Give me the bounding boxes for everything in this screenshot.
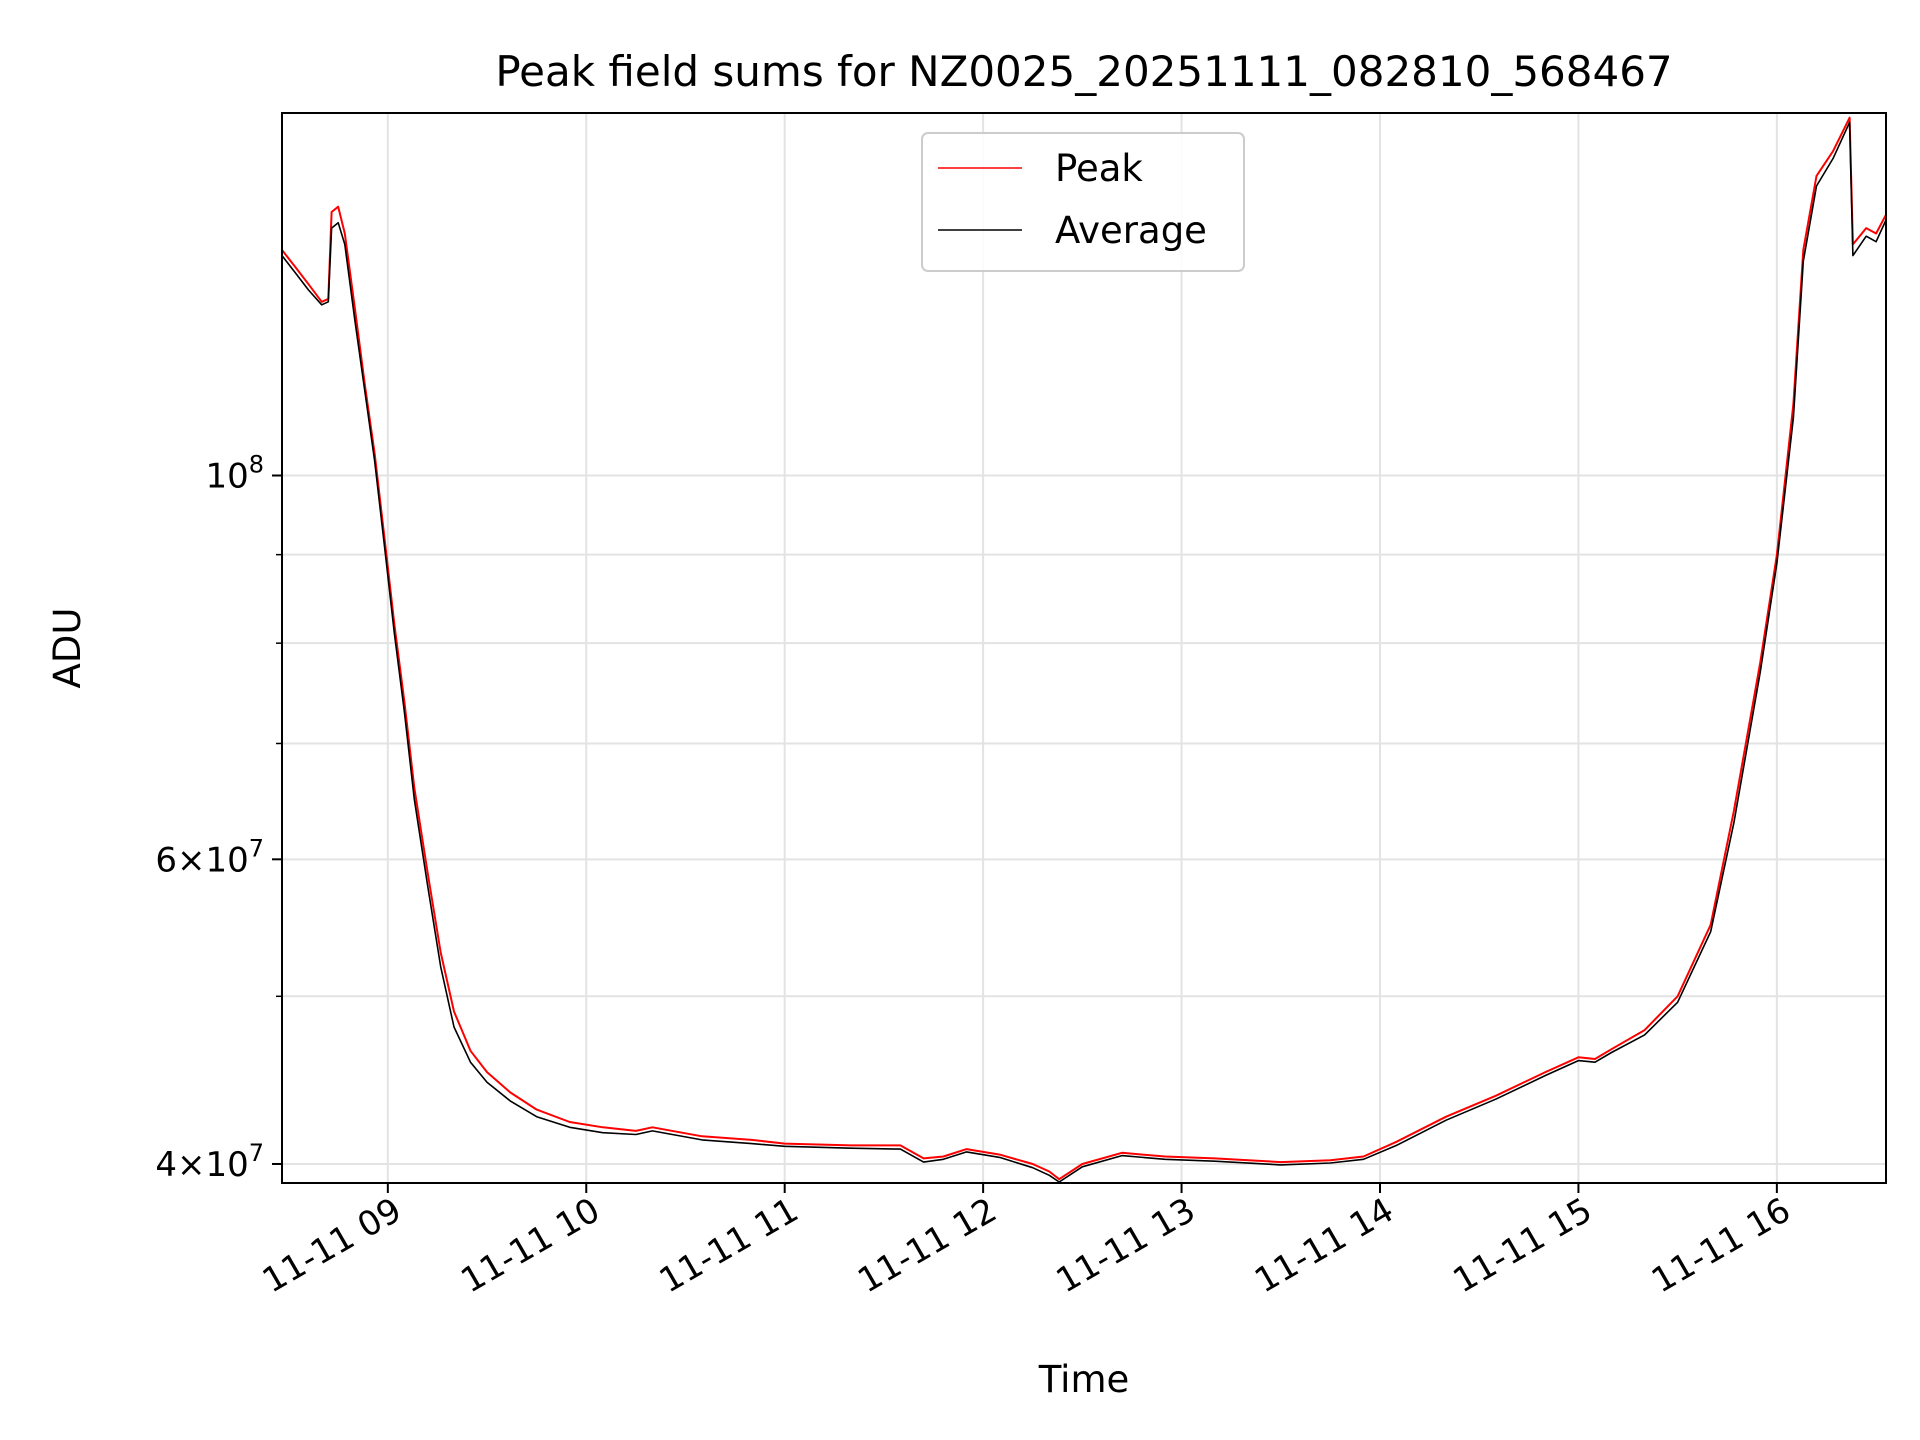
legend: Peak Average — [921, 132, 1245, 272]
legend-label-average: Average — [1055, 209, 1207, 252]
x-axis-title: Time — [1038, 1358, 1130, 1401]
y-tick-label: 108 — [205, 450, 264, 496]
y-tick-label: 6×107 — [155, 834, 264, 880]
plot-frame — [281, 112, 1887, 1184]
chart-title: Peak field sums for NZ0025_20251111_0828… — [495, 47, 1672, 96]
series-line-average — [281, 121, 1887, 1183]
plot-series — [281, 116, 1887, 1183]
grid-lines — [282, 113, 1886, 1183]
legend-label-peak: Peak — [1055, 147, 1143, 190]
y-axis-title: ADU — [46, 608, 89, 689]
y-axis: 4×107 6×107 108 — [155, 450, 282, 1185]
series-line-peak — [281, 116, 1887, 1181]
y-tick-label: 4×107 — [155, 1139, 264, 1185]
